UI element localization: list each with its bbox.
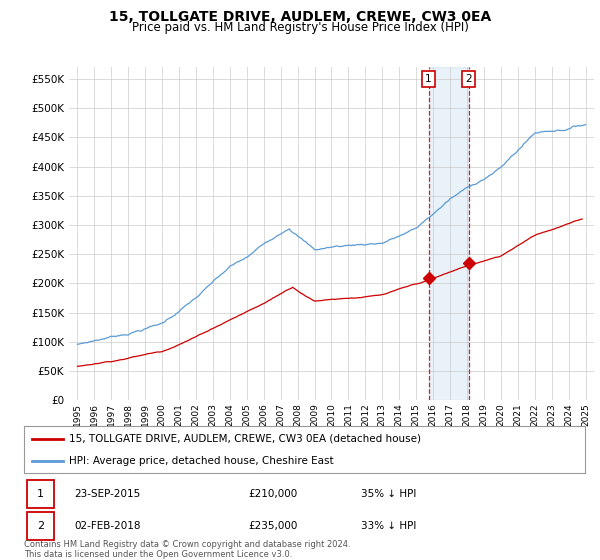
Bar: [428, 67, 469, 400]
Text: 2: 2: [465, 74, 472, 84]
Text: £235,000: £235,000: [248, 521, 298, 531]
Text: Price paid vs. HM Land Registry's House Price Index (HPI): Price paid vs. HM Land Registry's House …: [131, 21, 469, 34]
Text: 35% ↓ HPI: 35% ↓ HPI: [361, 489, 416, 499]
Text: 1: 1: [425, 74, 432, 84]
Text: 15, TOLLGATE DRIVE, AUDLEM, CREWE, CW3 0EA: 15, TOLLGATE DRIVE, AUDLEM, CREWE, CW3 0…: [109, 10, 491, 24]
Bar: [27, 512, 54, 540]
Text: 1: 1: [37, 489, 44, 499]
Text: 15, TOLLGATE DRIVE, AUDLEM, CREWE, CW3 0EA (detached house): 15, TOLLGATE DRIVE, AUDLEM, CREWE, CW3 0…: [69, 434, 421, 444]
Text: 23-SEP-2015: 23-SEP-2015: [74, 489, 141, 499]
Text: Contains HM Land Registry data © Crown copyright and database right 2024.
This d: Contains HM Land Registry data © Crown c…: [24, 540, 350, 559]
Text: 02-FEB-2018: 02-FEB-2018: [74, 521, 141, 531]
Bar: [27, 480, 54, 508]
Text: 33% ↓ HPI: 33% ↓ HPI: [361, 521, 416, 531]
Text: HPI: Average price, detached house, Cheshire East: HPI: Average price, detached house, Ches…: [69, 456, 334, 466]
Text: £210,000: £210,000: [248, 489, 298, 499]
Text: 2: 2: [37, 521, 44, 531]
